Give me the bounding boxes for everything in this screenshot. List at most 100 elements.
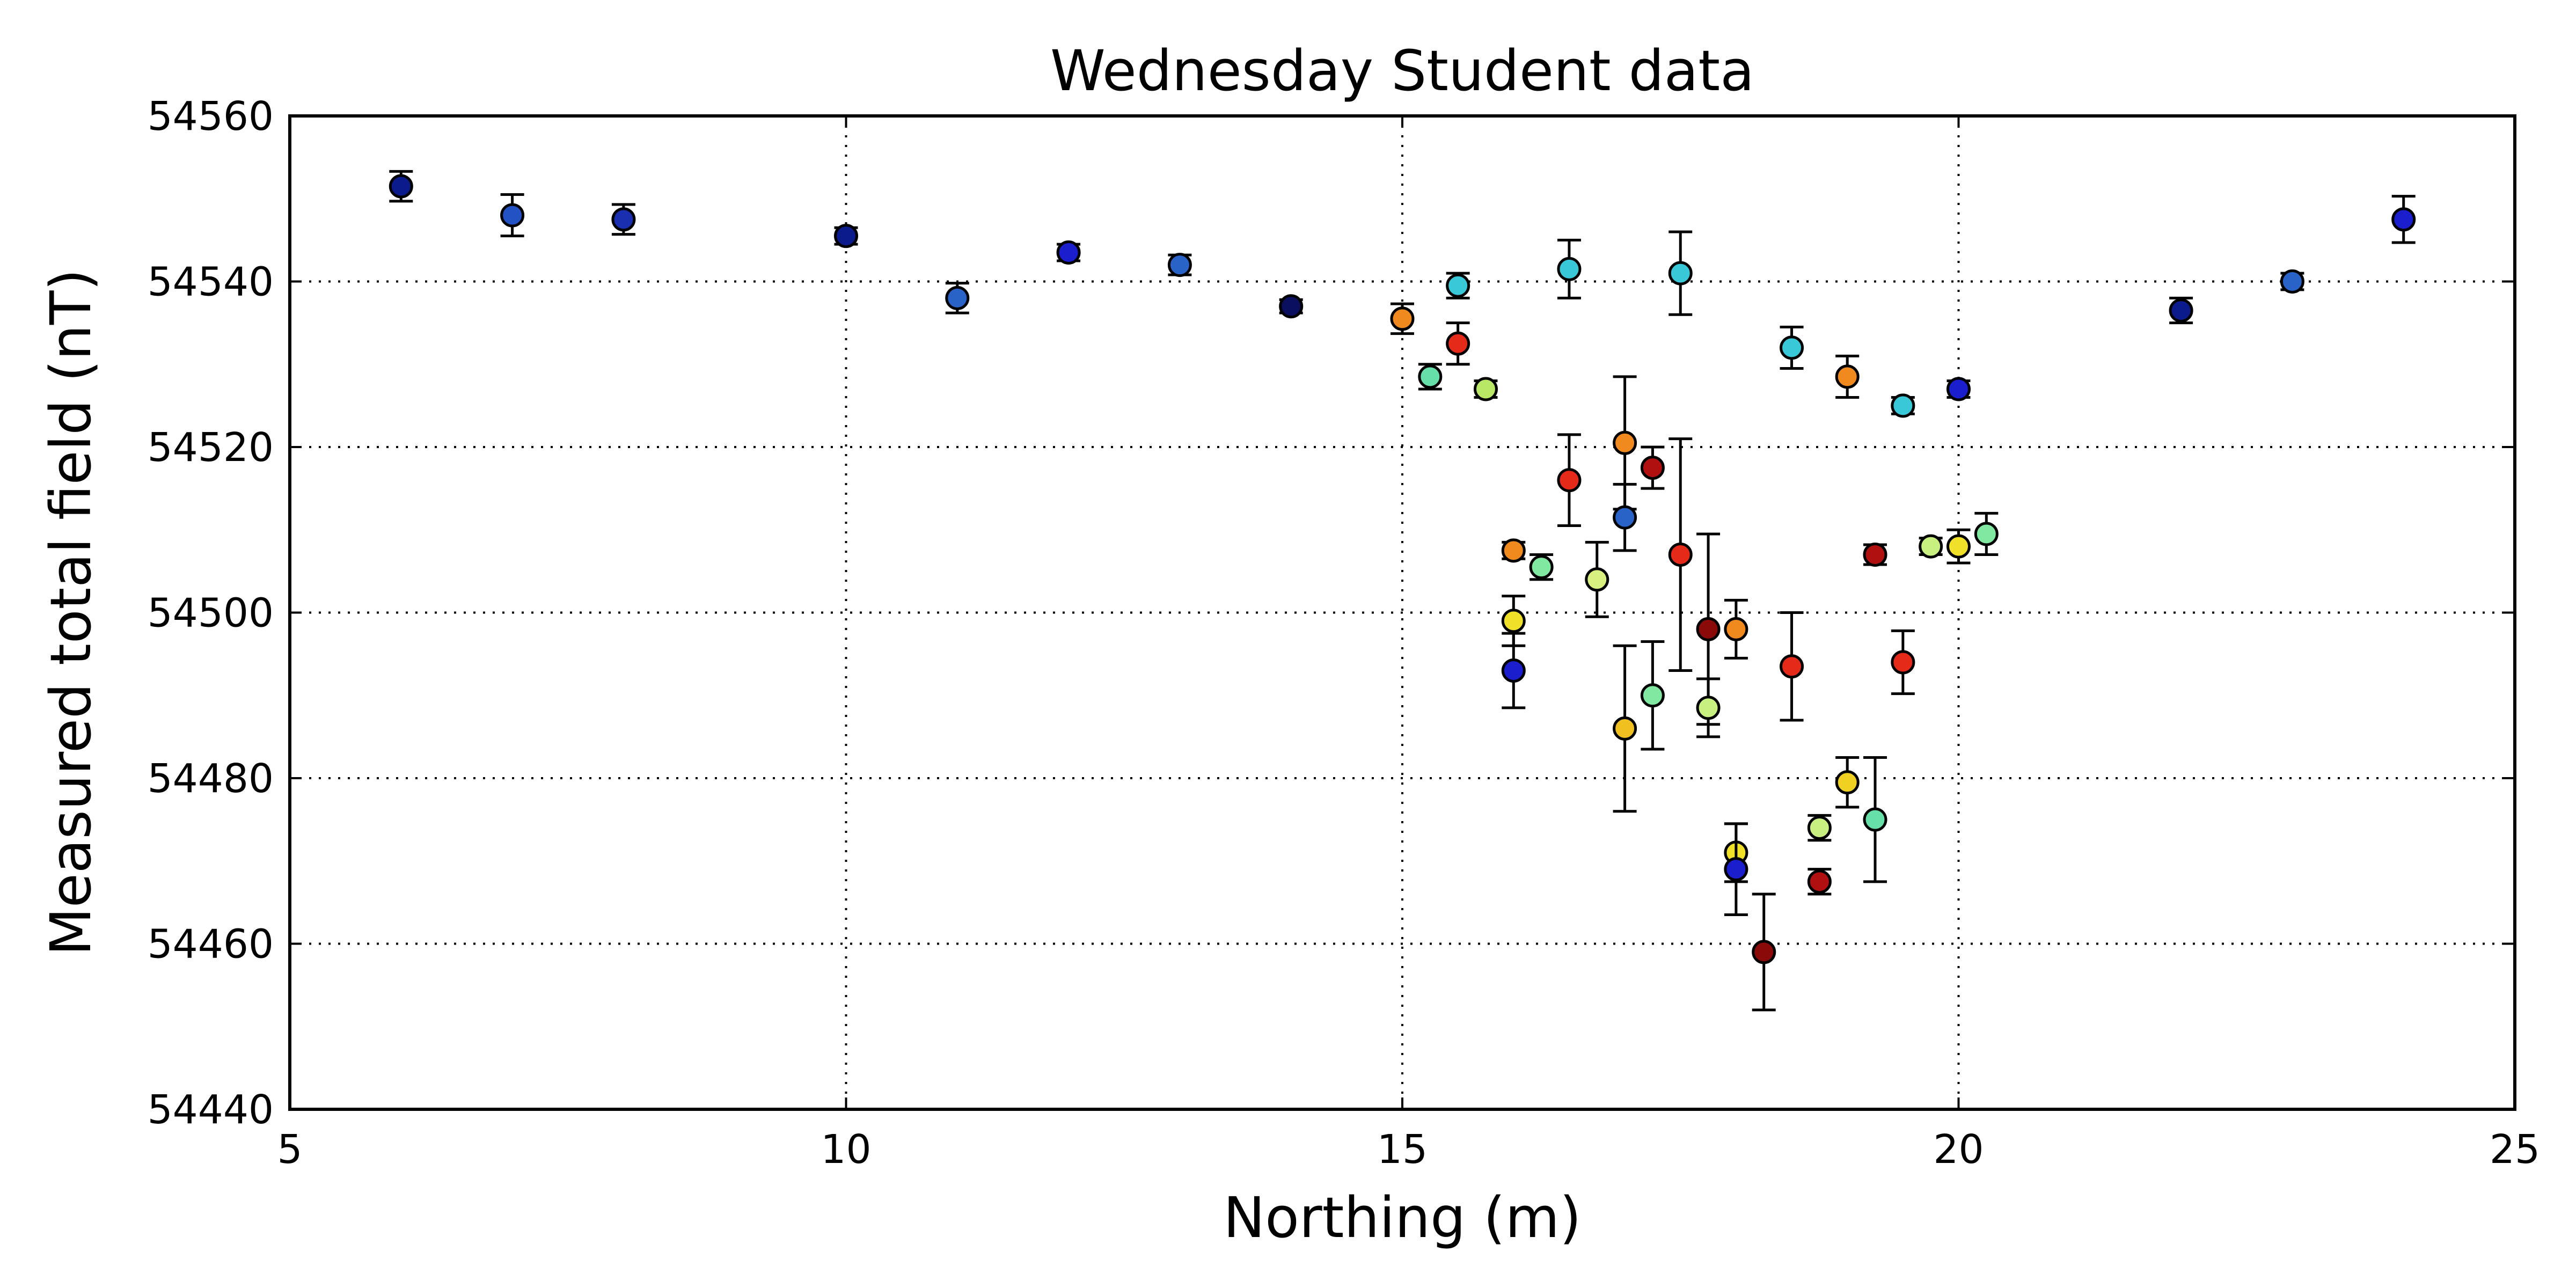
data-point-group	[1835, 756, 1860, 809]
data-point	[389, 174, 413, 199]
data-point	[1613, 505, 1637, 530]
x-tick-label: 15	[1377, 1126, 1428, 1173]
x-tick-label: 10	[821, 1126, 871, 1173]
data-point	[1529, 555, 1554, 580]
data-point-group	[1807, 868, 1832, 896]
y-tick-label: 54460	[148, 921, 274, 968]
data-point	[1724, 617, 1748, 641]
data-point	[1613, 430, 1637, 455]
data-point-group	[389, 170, 413, 203]
data-point-group	[1613, 644, 1637, 813]
data-point-group	[1167, 253, 1192, 277]
data-point-group	[1946, 528, 1971, 565]
data-point	[1724, 857, 1748, 882]
data-point	[1807, 869, 1832, 894]
data-point	[2280, 269, 2304, 294]
data-point-group	[2169, 296, 2193, 325]
data-point	[1640, 456, 1665, 480]
data-point	[1585, 567, 1609, 592]
data-point	[1501, 658, 1526, 683]
x-tick-label: 20	[1933, 1126, 1984, 1173]
data-point	[1390, 306, 1415, 331]
data-point-group	[611, 203, 636, 236]
data-point	[500, 203, 525, 228]
data-point	[1473, 377, 1498, 401]
data-point-group	[1724, 598, 1748, 660]
data-point-group	[1473, 377, 1498, 401]
data-point-group	[1863, 756, 1887, 883]
data-point	[1835, 364, 1860, 389]
data-point-group	[1557, 433, 1582, 528]
data-point-group	[1613, 482, 1637, 552]
data-point-group	[1696, 677, 1721, 738]
data-point-group	[1418, 363, 1443, 391]
data-point	[1863, 807, 1887, 832]
data-point-group	[2280, 269, 2304, 294]
data-point-group	[1279, 294, 1304, 319]
x-tick-label: 25	[2490, 1126, 2540, 1173]
x-axis-label: Northing (m)	[1223, 1185, 1581, 1250]
x-tick-label: 5	[277, 1126, 302, 1173]
data-point	[1418, 364, 1443, 389]
data-point-group	[1780, 611, 1804, 722]
data-point	[1891, 650, 1915, 675]
data-point	[1056, 240, 1081, 265]
data-point-group	[1724, 822, 1748, 917]
data-point	[1501, 609, 1526, 633]
y-tick-label: 54480	[148, 756, 274, 802]
data-point-group	[1446, 321, 1470, 366]
data-point	[1835, 770, 1860, 795]
data-point-group	[2391, 195, 2416, 244]
data-point-group	[1501, 538, 1526, 563]
data-point	[1974, 522, 1999, 546]
data-point	[1696, 696, 1721, 720]
data-point	[1946, 534, 1971, 559]
y-tick-label: 54540	[148, 259, 274, 305]
data-point-group	[1919, 534, 1943, 559]
data-point-group	[1835, 354, 1860, 399]
data-point-group	[1668, 230, 1693, 316]
data-point-group	[1891, 629, 1915, 696]
data-point-group	[1056, 240, 1081, 265]
data-point	[2391, 207, 2416, 232]
data-point	[1167, 253, 1192, 277]
data-point-group	[945, 282, 970, 314]
data-point	[2169, 298, 2193, 323]
data-point	[1640, 683, 1665, 708]
axis-ticks: 5 10 15 20 25 54440 54460 54480 54500 54520 54540 5…	[148, 93, 2540, 1173]
data-point-group	[500, 193, 525, 238]
data-point-group	[1946, 377, 1971, 401]
y-tick-label: 54560	[148, 93, 274, 140]
data-point	[1446, 331, 1470, 356]
data-point-group	[1529, 553, 1554, 581]
data-point-group	[1640, 445, 1665, 490]
data-point	[1668, 261, 1693, 286]
data-point	[1446, 273, 1470, 298]
y-tick-label: 54520	[148, 425, 274, 471]
data-point	[1557, 257, 1582, 281]
y-axis-label: Measured total field (nT)	[38, 269, 104, 956]
data-point	[1696, 617, 1721, 641]
data-point-group	[1752, 892, 1776, 1012]
data-point-group	[1640, 640, 1665, 751]
data-point-group	[1974, 511, 1999, 557]
data-point	[1863, 543, 1887, 567]
data-point	[1919, 534, 1943, 559]
data-point-group	[1390, 302, 1415, 335]
data-point-group	[1501, 632, 1526, 709]
data-point-group	[1780, 325, 1804, 370]
data-point-group	[834, 224, 858, 248]
y-tick-label: 54500	[148, 590, 274, 636]
data-point	[1807, 816, 1832, 840]
data-point	[945, 286, 970, 310]
data-point	[1557, 468, 1582, 493]
data-point-group	[1446, 272, 1470, 299]
data-point	[1891, 393, 1915, 418]
data-point	[611, 207, 636, 232]
data-point	[1613, 716, 1637, 741]
chart-title: Wednesday Student data	[1050, 38, 1754, 104]
data-points	[389, 170, 2416, 1012]
y-tick-label: 54440	[148, 1087, 274, 1133]
